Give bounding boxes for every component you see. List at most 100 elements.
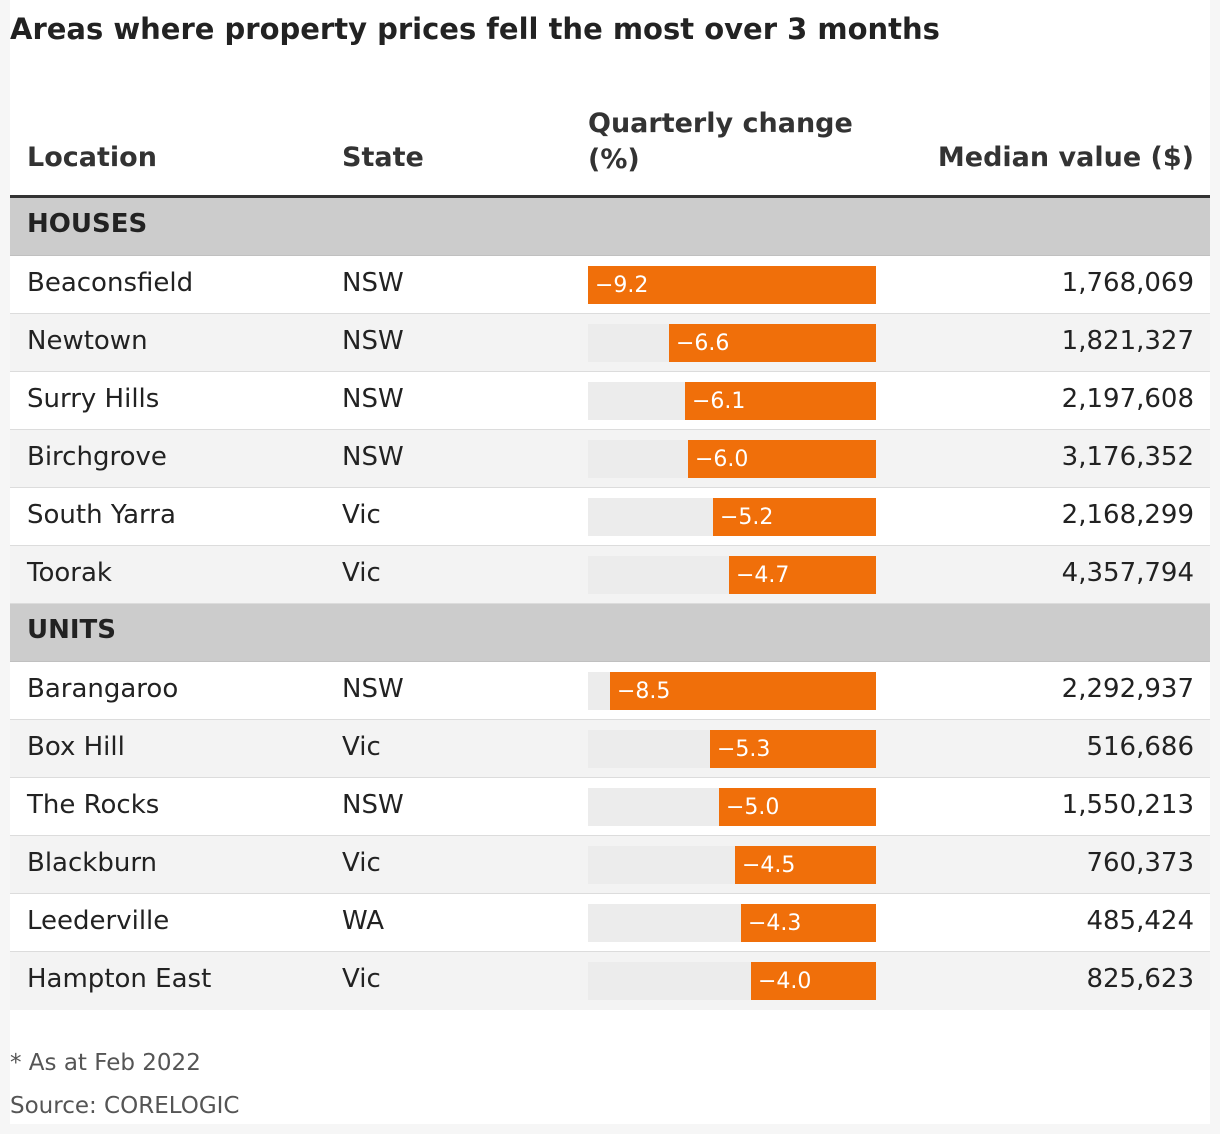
change-data-label: −4.3 [748, 911, 802, 936]
change-bar: −4.3 [741, 904, 876, 942]
change-bar: −8.5 [610, 672, 876, 710]
median-cell: 1,768,069 [1061, 268, 1194, 298]
state-cell: Vic [342, 964, 381, 994]
change-data-label: −4.0 [758, 969, 812, 994]
bar-track: −5.0 [588, 788, 876, 826]
change-bar: −5.2 [713, 498, 876, 536]
median-cell: 1,550,213 [1061, 790, 1194, 820]
change-bar: −5.0 [719, 788, 876, 826]
table-row: South Yarra Vic −5.2 2,168,299 [10, 488, 1210, 546]
change-data-label: −8.5 [617, 679, 671, 704]
change-bar: −9.2 [588, 266, 876, 304]
table-row: Box Hill Vic −5.3 516,686 [10, 720, 1210, 778]
table-row: Hampton East Vic −4.0 825,623 [10, 952, 1210, 1010]
median-cell: 516,686 [1086, 732, 1194, 762]
change-bar: −6.1 [685, 382, 876, 420]
median-cell: 760,373 [1086, 848, 1194, 878]
change-data-label: −6.1 [692, 389, 746, 414]
table-row: Blackburn Vic −4.5 760,373 [10, 836, 1210, 894]
location-cell: Newtown [27, 326, 148, 356]
section-label: UNITS [27, 615, 117, 645]
change-data-label: −4.7 [736, 563, 790, 588]
section-header: UNITS [10, 604, 1210, 662]
table-row: Beaconsfield NSW −9.2 1,768,069 [10, 256, 1210, 314]
bar-track: −6.0 [588, 440, 876, 478]
state-cell: NSW [342, 442, 404, 472]
change-data-label: −6.6 [676, 331, 730, 356]
location-cell: Birchgrove [27, 442, 167, 472]
location-cell: Beaconsfield [27, 268, 194, 298]
change-bar: −4.7 [729, 556, 876, 594]
median-cell: 3,176,352 [1061, 442, 1194, 472]
table-row: Barangaroo NSW −8.5 2,292,937 [10, 662, 1210, 720]
state-cell: Vic [342, 848, 381, 878]
change-bar: −4.5 [735, 846, 876, 884]
state-cell: Vic [342, 558, 381, 588]
header-median-value: Median value ($) [937, 142, 1194, 173]
state-cell: WA [342, 906, 385, 936]
change-data-label: −5.0 [726, 795, 780, 820]
state-cell: NSW [342, 790, 404, 820]
state-cell: Vic [342, 500, 381, 530]
header-change-line-1: Quarterly change [588, 108, 853, 139]
bar-track: −4.7 [588, 556, 876, 594]
bar-track: −6.1 [588, 382, 876, 420]
header-location: Location [27, 142, 157, 173]
chart-title: Areas where property prices fell the mos… [10, 12, 940, 46]
change-data-label: −5.2 [720, 505, 774, 530]
change-data-label: −6.0 [695, 447, 749, 472]
table-row: The Rocks NSW −5.0 1,550,213 [10, 778, 1210, 836]
bar-track: −5.2 [588, 498, 876, 536]
change-bar: −4.0 [751, 962, 876, 1000]
section-header: HOUSES [10, 198, 1210, 256]
change-data-label: −5.3 [717, 737, 771, 762]
state-cell: NSW [342, 268, 404, 298]
source-note: Source: CORELOGIC [10, 1093, 240, 1119]
bar-track: −4.5 [588, 846, 876, 884]
section-label: HOUSES [27, 209, 148, 239]
location-cell: Toorak [27, 558, 112, 588]
bar-track: −4.3 [588, 904, 876, 942]
change-bar: −6.0 [688, 440, 876, 478]
state-cell: NSW [342, 384, 404, 414]
header-change-line-2: (%) [588, 144, 640, 175]
table-row: Newtown NSW −6.6 1,821,327 [10, 314, 1210, 372]
footnote-as-at: * As at Feb 2022 [10, 1050, 201, 1076]
location-cell: South Yarra [27, 500, 176, 530]
state-cell: NSW [342, 326, 404, 356]
location-cell: Barangaroo [27, 674, 179, 704]
location-cell: Leederville [27, 906, 170, 936]
change-bar: −6.6 [669, 324, 876, 362]
change-bar: −5.3 [710, 730, 876, 768]
change-data-label: −4.5 [742, 853, 796, 878]
median-cell: 1,821,327 [1061, 326, 1194, 356]
state-cell: NSW [342, 674, 404, 704]
table-row: Leederville WA −4.3 485,424 [10, 894, 1210, 952]
table-row: Toorak Vic −4.7 4,357,794 [10, 546, 1210, 604]
header-divider [10, 195, 1210, 198]
bar-track: −9.2 [588, 266, 876, 304]
median-cell: 4,357,794 [1061, 558, 1194, 588]
table-row: Surry Hills NSW −6.1 2,197,608 [10, 372, 1210, 430]
location-cell: Box Hill [27, 732, 125, 762]
state-cell: Vic [342, 732, 381, 762]
chart-canvas: Areas where property prices fell the mos… [10, 0, 1210, 1124]
location-cell: Surry Hills [27, 384, 160, 414]
median-cell: 2,197,608 [1061, 384, 1194, 414]
bar-track: −4.0 [588, 962, 876, 1000]
median-cell: 2,292,937 [1061, 674, 1194, 704]
location-cell: Hampton East [27, 964, 212, 994]
median-cell: 825,623 [1086, 964, 1194, 994]
table-row: Birchgrove NSW −6.0 3,176,352 [10, 430, 1210, 488]
table-body: HOUSES Beaconsfield NSW −9.2 1,768,069 Newtow… [10, 198, 1210, 1010]
header-quarterly-change: Quarterly change (%) [588, 106, 853, 178]
bar-track: −6.6 [588, 324, 876, 362]
change-data-label: −9.2 [595, 273, 649, 298]
header-state: State [342, 142, 424, 173]
median-cell: 2,168,299 [1061, 500, 1194, 530]
bar-track: −5.3 [588, 730, 876, 768]
bar-track: −8.5 [588, 672, 876, 710]
location-cell: The Rocks [27, 790, 160, 820]
median-cell: 485,424 [1086, 906, 1194, 936]
location-cell: Blackburn [27, 848, 158, 878]
